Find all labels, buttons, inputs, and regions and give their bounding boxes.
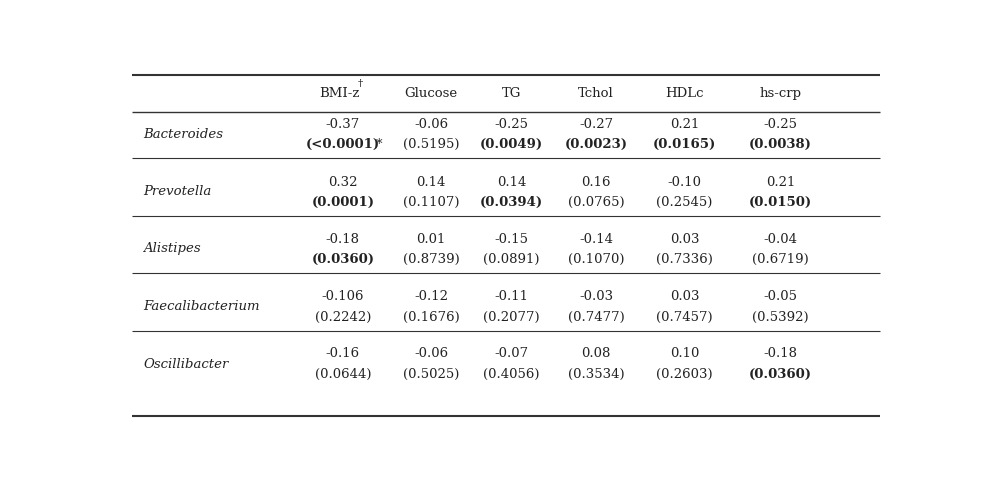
Text: 0.21: 0.21 (670, 118, 700, 131)
Text: hs-crp: hs-crp (759, 87, 802, 100)
Text: -0.27: -0.27 (579, 118, 613, 131)
Text: Tchol: Tchol (579, 87, 614, 100)
Text: (0.0049): (0.0049) (481, 138, 543, 151)
Text: (0.1676): (0.1676) (402, 311, 460, 324)
Text: (0.2545): (0.2545) (656, 196, 713, 209)
Text: -0.06: -0.06 (414, 118, 448, 131)
Text: HDLc: HDLc (665, 87, 704, 100)
Text: -0.03: -0.03 (579, 290, 613, 303)
Text: 0.32: 0.32 (328, 175, 358, 188)
Text: (0.5392): (0.5392) (752, 311, 809, 324)
Text: Alistipes: Alistipes (143, 242, 201, 255)
Text: -0.16: -0.16 (326, 347, 360, 360)
Text: Glucose: Glucose (404, 87, 458, 100)
Text: 0.14: 0.14 (416, 175, 446, 188)
Text: (0.0891): (0.0891) (484, 253, 540, 266)
Text: (0.0023): (0.0023) (565, 138, 627, 151)
Text: (0.7336): (0.7336) (656, 253, 713, 266)
Text: Faecalibacterium: Faecalibacterium (143, 300, 260, 313)
Text: -0.106: -0.106 (321, 290, 364, 303)
Text: 0.14: 0.14 (497, 175, 526, 188)
Text: (0.1070): (0.1070) (568, 253, 624, 266)
Text: -0.14: -0.14 (579, 233, 613, 246)
Text: (<0.0001): (<0.0001) (305, 138, 380, 151)
Text: 0.08: 0.08 (582, 347, 610, 360)
Text: -0.12: -0.12 (414, 290, 448, 303)
Text: (0.8739): (0.8739) (402, 253, 460, 266)
Text: Bacteroides: Bacteroides (143, 128, 223, 141)
Text: 0.03: 0.03 (670, 290, 700, 303)
Text: -0.15: -0.15 (495, 233, 529, 246)
Text: -0.25: -0.25 (495, 118, 529, 131)
Text: (0.0394): (0.0394) (481, 196, 543, 209)
Text: (0.0360): (0.0360) (311, 253, 375, 266)
Text: (0.2077): (0.2077) (484, 311, 540, 324)
Text: (0.0165): (0.0165) (653, 138, 716, 151)
Text: -0.05: -0.05 (763, 290, 798, 303)
Text: (0.1107): (0.1107) (402, 196, 460, 209)
Text: -0.07: -0.07 (495, 347, 529, 360)
Text: (0.0001): (0.0001) (311, 196, 375, 209)
Text: (0.5025): (0.5025) (403, 368, 459, 381)
Text: -0.10: -0.10 (668, 175, 702, 188)
Text: (0.7477): (0.7477) (568, 311, 624, 324)
Text: -0.04: -0.04 (763, 233, 798, 246)
Text: (0.5195): (0.5195) (402, 138, 460, 151)
Text: -0.06: -0.06 (414, 347, 448, 360)
Text: (0.4056): (0.4056) (484, 368, 540, 381)
Text: (0.2242): (0.2242) (314, 311, 371, 324)
Text: -0.18: -0.18 (326, 233, 360, 246)
Text: (0.3534): (0.3534) (568, 368, 624, 381)
Text: TG: TG (502, 87, 521, 100)
Text: †: † (358, 80, 363, 88)
Text: (0.0765): (0.0765) (568, 196, 624, 209)
Text: 0.10: 0.10 (670, 347, 700, 360)
Text: *: * (376, 138, 383, 151)
Text: 0.01: 0.01 (416, 233, 446, 246)
Text: Oscillibacter: Oscillibacter (143, 358, 229, 371)
Text: (0.0150): (0.0150) (749, 196, 812, 209)
Text: -0.18: -0.18 (763, 347, 798, 360)
Text: Prevotella: Prevotella (143, 185, 211, 198)
Text: -0.37: -0.37 (326, 118, 360, 131)
Text: (0.6719): (0.6719) (752, 253, 809, 266)
Text: (0.0038): (0.0038) (749, 138, 812, 151)
Text: (0.0644): (0.0644) (314, 368, 371, 381)
Text: (0.0360): (0.0360) (749, 368, 812, 381)
Text: 0.03: 0.03 (670, 233, 700, 246)
Text: -0.25: -0.25 (763, 118, 798, 131)
Text: 0.21: 0.21 (766, 175, 795, 188)
Text: (0.7457): (0.7457) (656, 311, 713, 324)
Text: BMI-z: BMI-z (319, 87, 359, 100)
Text: -0.11: -0.11 (495, 290, 529, 303)
Text: 0.16: 0.16 (582, 175, 611, 188)
Text: (0.2603): (0.2603) (656, 368, 713, 381)
